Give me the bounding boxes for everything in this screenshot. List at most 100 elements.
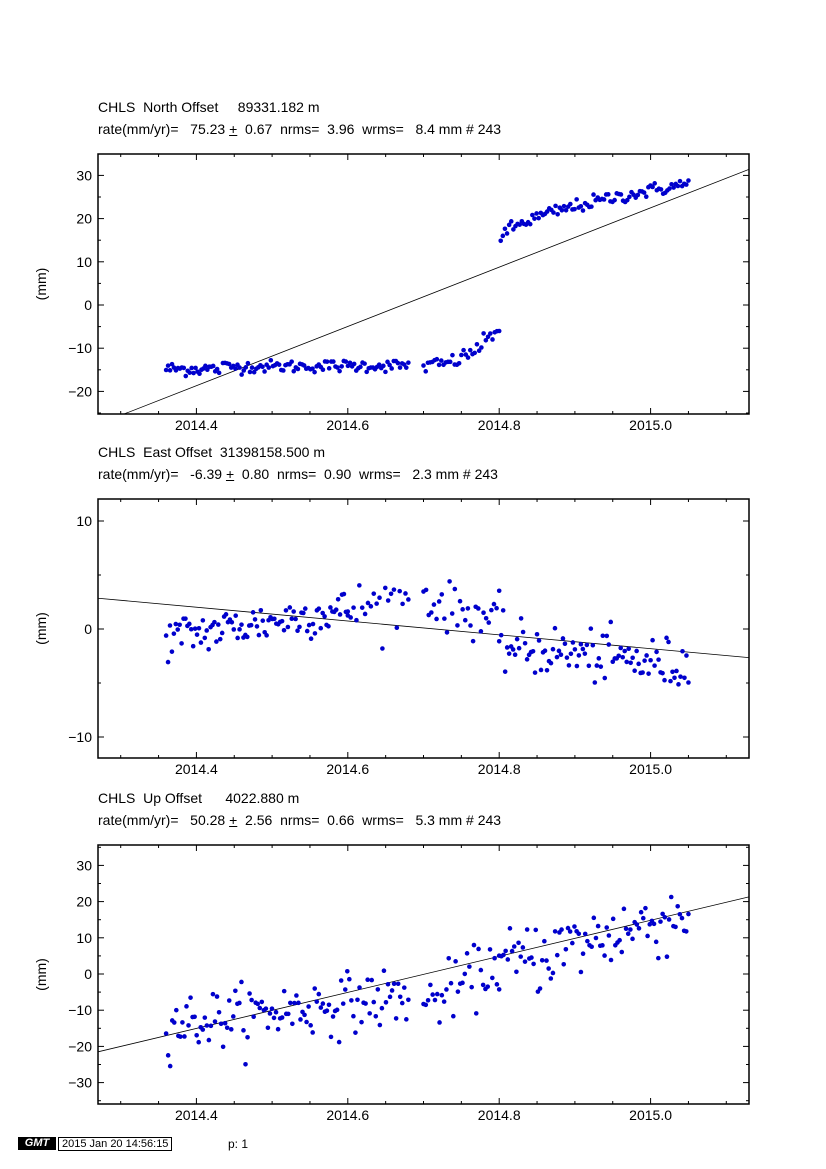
north-data-point [337,368,342,374]
north-panel-stats: rate(mm/yr)= 75.23 + 0.67 nrms= 3.96 wrm… [98,121,501,137]
up-data-point [441,999,447,1004]
up-data-point [455,989,461,994]
north-data-point [485,334,491,340]
up-data-point [492,955,497,961]
north-data-point [568,201,573,207]
up-data-point [163,1031,169,1036]
up-data-point [554,952,560,958]
north-data-point [343,359,349,364]
east-data-point [206,646,211,652]
north-data-point [624,197,630,203]
east-data-point [252,617,258,622]
north-data-point [423,369,429,374]
up-data-point [336,1039,342,1045]
east-data-point [187,621,192,627]
north-data-point [295,366,301,372]
east-data-point [326,623,331,629]
up-data-point [395,981,401,987]
up-data-point [656,955,661,961]
east-data-point [442,616,447,621]
up-data-point [425,997,431,1003]
up-data-point [379,1005,385,1011]
east-data-point [391,587,397,592]
north-data-point [641,190,647,195]
east-data-point [190,643,196,649]
east-data-point [289,616,295,622]
east-data-point [586,663,592,669]
up-data-point [393,1016,399,1021]
up-data-point [640,915,646,921]
up-data-point [344,968,350,974]
east-data-point [165,659,171,665]
up-data-point [228,1027,234,1032]
east-data-point [320,610,325,616]
east-data-point [239,622,244,627]
up-data-point [273,1009,279,1015]
up-data-point [275,1026,281,1032]
up-data-point [287,1000,293,1006]
north-data-point [481,331,486,336]
north-data-point [511,227,516,232]
north-ytick-label: −20 [68,383,92,399]
east-data-point [304,628,310,634]
up-data-point [216,1010,222,1015]
east-data-point [682,675,687,681]
east-data-point [608,619,614,625]
east-data-point [171,631,177,636]
up-data-point [340,1001,346,1006]
north-data-point [561,203,567,209]
east-data-point [377,595,382,601]
east-data-point [510,647,516,652]
up-data-point [404,1017,409,1022]
up-data-point [467,964,472,969]
up-data-point [524,927,530,932]
north-data-point [555,211,560,217]
up-data-point [666,917,672,922]
up-data-point [324,1008,330,1013]
up-data-point [243,1061,248,1067]
east-data-point [622,648,627,654]
up-data-point [600,943,605,948]
north-data-point [677,178,683,184]
up-data-point [469,984,474,990]
east-data-point [322,614,327,619]
up-data-point [501,952,506,958]
east-data-point [496,638,502,644]
north-data-point [351,361,357,367]
north-data-point [536,215,541,221]
up-data-point [432,997,438,1003]
east-data-point [578,641,584,647]
east-xtick-label: 2014.8 [478,761,521,777]
east-data-point [558,652,564,657]
east-data-point [678,674,683,679]
east-data-point [365,600,371,606]
east-data-point [532,670,538,675]
north-data-point [498,238,504,244]
up-data-point [563,946,569,952]
east-data-point [530,648,536,654]
up-data-point [593,935,599,941]
east-data-point [550,646,556,652]
up-data-point [389,988,395,993]
up-data-point [662,914,668,920]
up-data-point [271,1015,277,1021]
north-xtick-label: 2014.8 [478,417,521,433]
up-data-point [451,1013,456,1019]
east-data-point [634,648,639,654]
up-data-point [399,1000,405,1006]
north-data-point [618,192,624,197]
up-data-point [347,976,352,982]
up-data-point [401,985,407,990]
up-data-point [192,1014,197,1020]
east-data-point [362,611,368,617]
up-data-point [296,1000,301,1006]
up-data-point [369,977,375,983]
east-data-point [341,591,347,597]
north-data-point [532,216,537,221]
east-data-point [478,629,484,634]
up-data-point [257,1005,263,1011]
north-data-point [684,182,689,187]
up-data-point [174,1007,179,1013]
up-data-point [647,922,653,927]
gmt-logo: GMT [18,1137,56,1150]
